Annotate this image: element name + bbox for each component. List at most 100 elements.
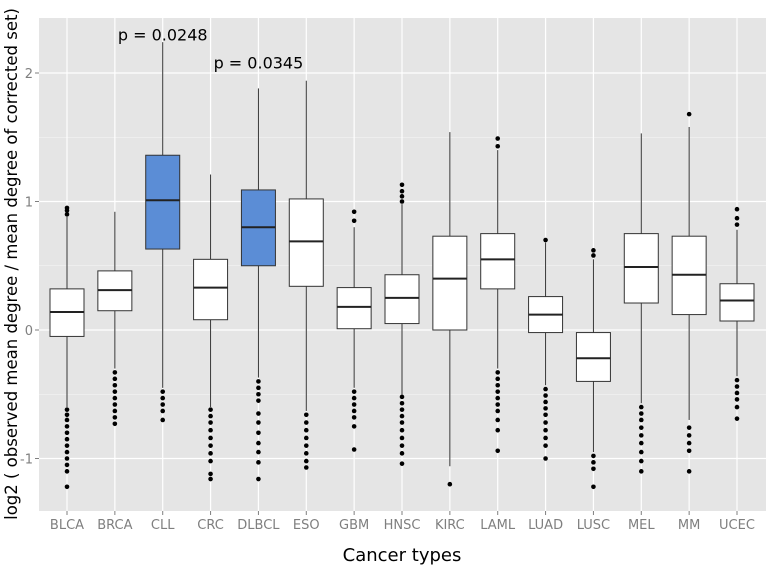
box-mm (671, 111, 707, 474)
outlier-point (543, 386, 548, 392)
x-tick-label: BLCA (50, 518, 84, 533)
outlier-point (64, 424, 70, 429)
x-axis: BLCA BRCA CLL CRC DLBCL ESO GBM HNSC KIRC LAML LUA… (50, 511, 755, 533)
outlier-point (256, 430, 261, 436)
outlier-point (112, 415, 118, 420)
box-blca (49, 205, 85, 490)
outlier-point (495, 408, 501, 414)
box-gbm (336, 209, 372, 452)
outlier-point (64, 469, 70, 474)
outlier-point (591, 484, 596, 490)
outlier-point (591, 460, 596, 465)
outlier-point (256, 460, 261, 465)
y-axis-title: log2 ( observed mean degree / mean degre… (2, 8, 21, 520)
outlier-point (686, 111, 692, 117)
outlier-point (734, 384, 740, 389)
outlier-point (351, 424, 357, 429)
outlier-point (303, 427, 309, 433)
outlier-point (64, 205, 70, 211)
outlier-point (351, 408, 357, 414)
outlier-point (734, 222, 740, 227)
outlier-point (495, 427, 501, 433)
outlier-point (351, 447, 357, 452)
outlier-point (495, 376, 501, 382)
box-iqr (288, 198, 324, 287)
outlier-point (208, 435, 213, 441)
outlier-point (495, 448, 501, 454)
outlier-point (351, 209, 357, 215)
outlier-point (399, 182, 405, 188)
p-value-annotation: p = 0.0248 (118, 25, 208, 44)
outlier-point (399, 188, 405, 194)
box-iqr (623, 233, 659, 304)
outlier-point (303, 443, 309, 448)
y-tick-label: -1 (20, 453, 33, 468)
outlier-point (399, 400, 405, 406)
box-cll (145, 42, 181, 423)
outlier-point (638, 433, 644, 438)
outlier-point (543, 399, 548, 405)
outlier-point (638, 469, 644, 474)
box-kirc (432, 132, 468, 487)
outlier-point (64, 212, 70, 217)
y-tick-label: 1 (25, 196, 33, 211)
outlier-point (112, 389, 118, 394)
box-mel (623, 133, 659, 474)
outlier-point (351, 218, 357, 224)
outlier-point (160, 402, 166, 407)
outlier-point (591, 248, 596, 253)
box-iqr (336, 287, 372, 330)
outlier-point (256, 420, 261, 425)
outlier-point (638, 449, 644, 455)
outlier-point (351, 415, 357, 420)
outlier-point (686, 469, 692, 474)
x-tick-label: MEL (628, 518, 655, 533)
outlier-point (399, 427, 405, 433)
outlier-point (160, 395, 166, 401)
outlier-point (112, 421, 118, 427)
outlier-point (734, 390, 740, 396)
outlier-point (495, 382, 501, 388)
outlier-point (64, 412, 70, 418)
outlier-point (64, 462, 70, 468)
outlier-point (256, 449, 261, 455)
box-lusc (575, 248, 611, 490)
outlier-point (447, 481, 453, 487)
outlier-point (686, 425, 692, 430)
outlier-point (160, 389, 166, 394)
outlier-point (543, 406, 548, 411)
p-value-annotation: p = 0.0345 (214, 54, 304, 73)
outlier-point (543, 237, 548, 243)
y-tick-label: 2 (25, 67, 33, 82)
outlier-point (256, 385, 261, 391)
box-iqr (719, 283, 755, 322)
outlier-point (399, 435, 405, 441)
outlier-point (112, 382, 118, 388)
outlier-point (543, 443, 548, 448)
outlier-point (495, 389, 501, 394)
outlier-point (734, 377, 740, 383)
outlier-point (112, 402, 118, 407)
outlier-point (734, 206, 740, 212)
outlier-point (543, 420, 548, 425)
x-tick-label: CLL (151, 518, 175, 533)
outlier-point (399, 394, 405, 400)
outlier-point (399, 420, 405, 425)
x-tick-label: KIRC (435, 518, 465, 533)
outlier-point (495, 395, 501, 401)
outlier-point (208, 476, 213, 482)
outlier-point (399, 461, 405, 466)
outlier-point (112, 376, 118, 382)
box-crc (193, 174, 229, 482)
outlier-point (64, 443, 70, 448)
x-tick-label: HNSC (384, 518, 421, 533)
outlier-point (351, 395, 357, 401)
outlier-point (399, 194, 405, 199)
outlier-point (303, 435, 309, 441)
outlier-point (64, 430, 70, 436)
x-axis-title: Cancer types (343, 545, 462, 566)
outlier-point (638, 425, 644, 430)
outlier-point (638, 458, 644, 464)
box-iqr (432, 235, 468, 331)
outlier-point (543, 412, 548, 418)
